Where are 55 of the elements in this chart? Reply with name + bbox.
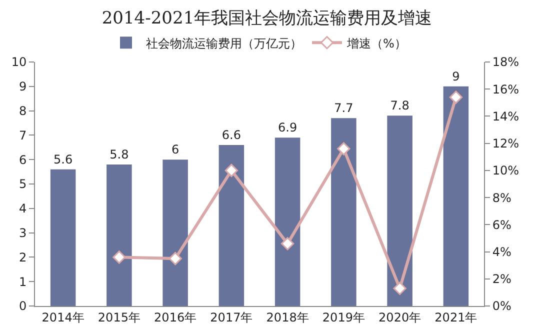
- y-tick-label: 3: [18, 226, 27, 240]
- x-tick-label: 2014年: [42, 310, 84, 324]
- data-label: 7.7: [334, 101, 354, 116]
- y-tick-label: 8: [18, 104, 27, 118]
- y2-tick-label: 4%: [492, 244, 512, 259]
- y2-tick-label: 0%: [492, 299, 512, 314]
- y-tick-label: 10: [11, 55, 27, 70]
- x-tick-label: 2020年: [378, 310, 422, 324]
- bar: [274, 138, 300, 306]
- bar: [106, 164, 132, 306]
- point: [337, 142, 350, 156]
- data-label: 6: [171, 142, 180, 157]
- data-label: 6.6: [222, 128, 241, 142]
- y2-tick-label: 8%: [492, 190, 512, 205]
- y2-tick-label: 18%: [492, 55, 520, 70]
- y-tick-label: 1: [18, 274, 27, 289]
- bar: [50, 169, 76, 306]
- bar: [218, 144, 244, 306]
- data-label: 9: [452, 69, 460, 84]
- point: [449, 90, 463, 104]
- x-tick-label: 2017年: [210, 310, 253, 324]
- x-tick-label: 2016年: [154, 310, 197, 324]
- data-label: 5.8: [110, 147, 129, 162]
- bar: [331, 118, 356, 306]
- y-tick-label: 4: [18, 202, 27, 216]
- x-tick-label: 2018年: [266, 310, 309, 324]
- x-tick-label: 2021年: [434, 310, 478, 324]
- y2-tick-label: 14%: [492, 109, 520, 124]
- bar: [443, 86, 469, 306]
- y2-tick-label: 16%: [492, 82, 520, 96]
- legend-label: 社会物流运输费用（万亿元）: [146, 36, 302, 50]
- point: [112, 250, 126, 264]
- y2-tick-label: 6%: [492, 218, 512, 232]
- y-tick-label: 2: [18, 250, 27, 264]
- y2-tick-label: 12%: [492, 136, 520, 151]
- y-tick-label: 0: [18, 299, 27, 314]
- legend-label: 增速（%）: [346, 36, 406, 50]
- data-label: 6.9: [278, 120, 298, 135]
- y2-tick-label: 2%: [492, 272, 512, 286]
- point: [224, 164, 238, 178]
- data-label: 7.8: [390, 98, 410, 113]
- data-label: 5.6: [54, 152, 73, 166]
- chart-title: 2014-2021年我国社会物流运输费用及增速: [102, 8, 432, 29]
- bar: [162, 160, 188, 306]
- y2-tick-label: 10%: [492, 164, 520, 178]
- y-tick-label: 6: [18, 152, 27, 167]
- y-tick-label: 5: [18, 177, 27, 192]
- point: [168, 252, 182, 266]
- point: [393, 282, 406, 295]
- bar: [387, 116, 412, 306]
- y-tick-label: 7: [18, 128, 27, 142]
- x-tick-label: 2019年: [322, 310, 365, 324]
- point: [280, 237, 294, 250]
- y-tick-label: 9: [18, 80, 27, 94]
- x-tick-label: 2015年: [98, 310, 140, 324]
